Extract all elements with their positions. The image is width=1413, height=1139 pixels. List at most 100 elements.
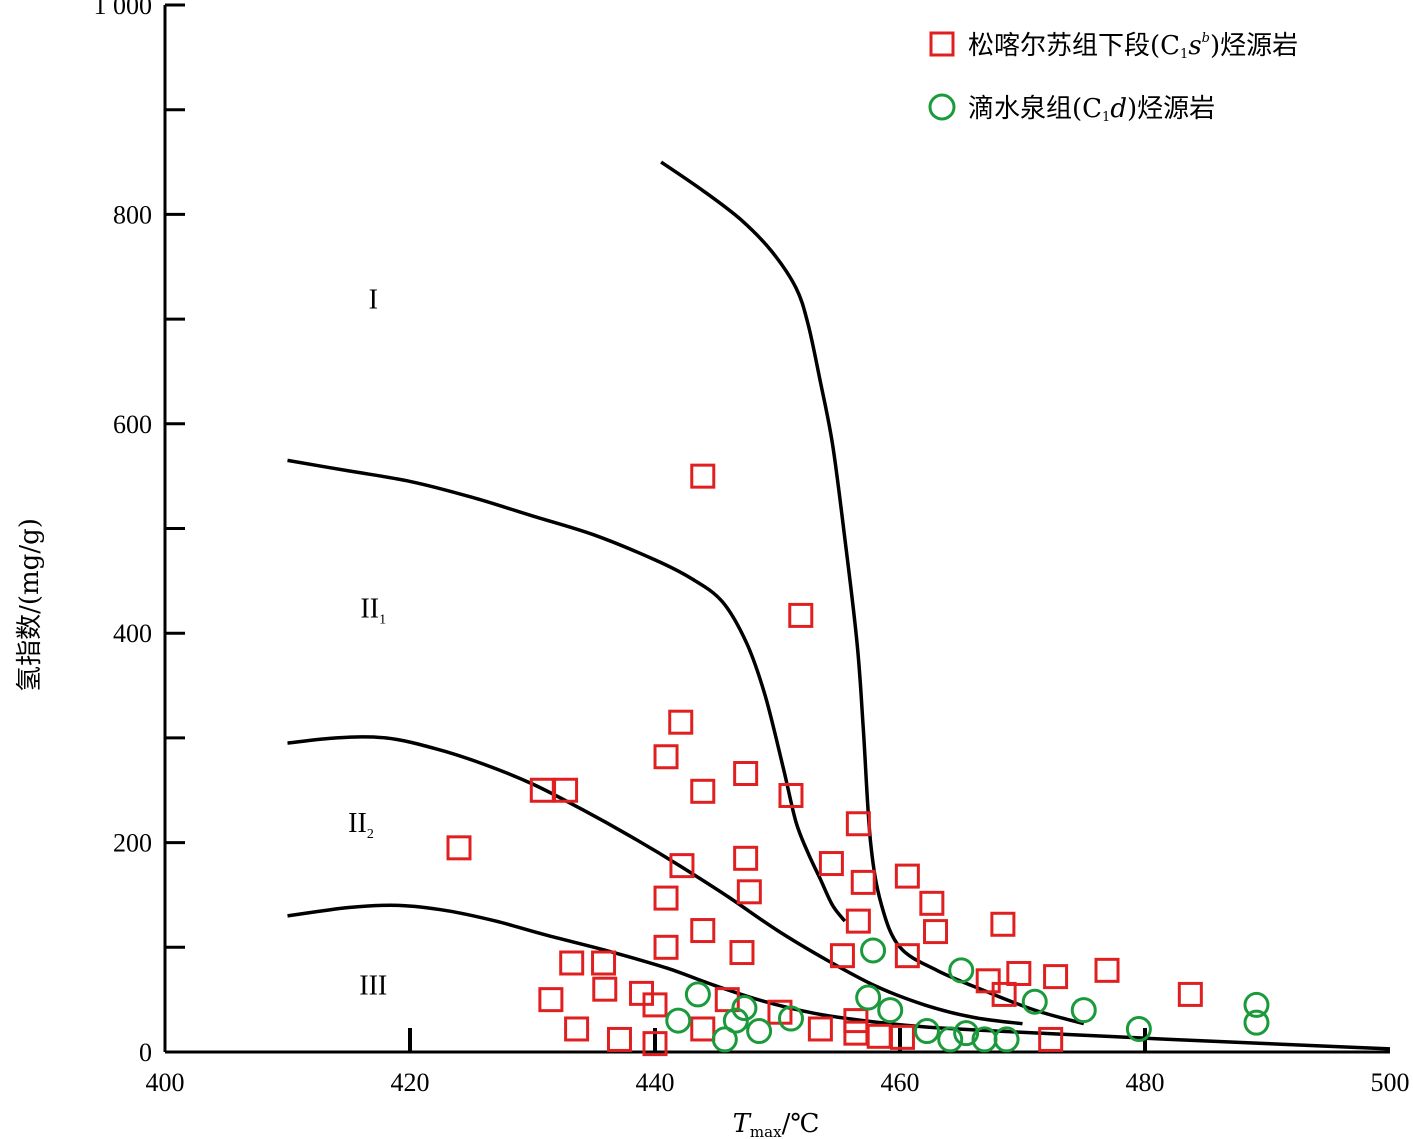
data-point-square bbox=[446, 835, 472, 861]
data-point-square bbox=[653, 934, 679, 960]
region-labels: I II1 II2 III bbox=[348, 285, 387, 1002]
x-axis-title-subscript: max bbox=[750, 1123, 782, 1139]
data-point-square bbox=[845, 811, 871, 837]
data-point-circle bbox=[684, 981, 711, 1008]
data-point-square bbox=[690, 463, 716, 489]
data-point-square bbox=[653, 885, 679, 911]
data-point-circle bbox=[937, 1026, 964, 1053]
data-point-square bbox=[919, 890, 945, 916]
data-point-square bbox=[729, 940, 755, 966]
data-point-square bbox=[843, 1020, 869, 1046]
data-point-square bbox=[1094, 957, 1120, 983]
boundary-curve-4 bbox=[287, 903, 1391, 1051]
data-point-square bbox=[559, 950, 585, 976]
data-point-square bbox=[807, 1016, 833, 1042]
data-point-square bbox=[991, 981, 1017, 1007]
data-point-square bbox=[866, 1023, 892, 1049]
data-point-square bbox=[642, 992, 668, 1018]
data-point-square bbox=[553, 777, 579, 803]
data-point-circle bbox=[731, 995, 758, 1022]
data-point-square bbox=[1043, 964, 1069, 990]
data-point-square bbox=[564, 1016, 590, 1042]
y-axis-ticks: 0 200 400 600 800 1 000 bbox=[94, 0, 185, 1067]
x-axis-ticks: 400 420 440 460 480 500 bbox=[146, 1028, 1410, 1097]
y-tick-label: 200 bbox=[113, 829, 152, 858]
series-circle bbox=[665, 937, 1270, 1053]
legend-label-songkaersu: 松喀尔苏组下段(C1sb)烃源岩 bbox=[968, 31, 1298, 62]
data-point-circle bbox=[993, 1026, 1020, 1053]
data-point-square bbox=[642, 1031, 668, 1057]
data-point-square bbox=[690, 918, 716, 944]
data-point-circle bbox=[711, 1026, 738, 1053]
boundary-curves bbox=[287, 160, 1391, 1051]
x-axis-title: Tmax/℃ bbox=[733, 1109, 820, 1139]
data-point-circle bbox=[913, 1018, 940, 1045]
data-point-square bbox=[843, 1008, 869, 1034]
region-label: I bbox=[369, 285, 378, 316]
data-point-circle bbox=[665, 1007, 692, 1034]
data-point-circle bbox=[953, 1020, 980, 1047]
region-label: III bbox=[359, 970, 387, 1001]
data-point-square bbox=[669, 853, 695, 879]
data-point-square bbox=[538, 987, 564, 1013]
boundary-curve-2 bbox=[287, 458, 847, 923]
data-point-square bbox=[733, 760, 759, 786]
region-label: II2 bbox=[348, 808, 374, 842]
data-point-circle bbox=[746, 1018, 773, 1045]
data-point-square bbox=[829, 943, 855, 969]
x-tick-label: 420 bbox=[391, 1068, 430, 1097]
data-point-square bbox=[733, 845, 759, 871]
data-point-circle bbox=[877, 997, 904, 1024]
data-point-circle bbox=[1243, 991, 1270, 1018]
data-point-square bbox=[736, 879, 762, 905]
data-point-circle bbox=[1070, 997, 1097, 1024]
y-tick-label: 800 bbox=[113, 200, 152, 229]
data-point-circle bbox=[948, 957, 975, 984]
data-point-square bbox=[690, 1016, 716, 1042]
y-tick-label: 400 bbox=[113, 619, 152, 648]
boundary-curve-3 bbox=[287, 735, 1023, 1026]
x-tick-label: 460 bbox=[881, 1068, 920, 1097]
data-point-circle bbox=[1125, 1015, 1152, 1042]
plot-frame bbox=[163, 5, 1390, 1054]
data-point-square bbox=[850, 869, 876, 895]
data-point-square bbox=[690, 778, 716, 804]
y-tick-label: 600 bbox=[113, 410, 152, 439]
data-point-square bbox=[889, 1024, 915, 1050]
legend-marker-square bbox=[929, 31, 955, 57]
data-point-square bbox=[591, 950, 617, 976]
data-point-square bbox=[778, 782, 804, 808]
data-point-square bbox=[894, 943, 920, 969]
data-point-square bbox=[845, 908, 871, 934]
data-point-square bbox=[894, 863, 920, 889]
data-point-circle bbox=[860, 937, 887, 964]
data-point-square bbox=[788, 602, 814, 628]
data-point-square bbox=[1038, 1026, 1064, 1052]
data-point-circle bbox=[855, 984, 882, 1011]
data-point-square bbox=[1006, 960, 1032, 986]
data-point-circle bbox=[1021, 988, 1048, 1015]
series-square bbox=[446, 463, 1203, 1057]
data-point-square bbox=[606, 1026, 632, 1052]
data-point-square bbox=[1177, 981, 1203, 1007]
boundary-curve-1 bbox=[660, 160, 1085, 1026]
x-tick-label: 480 bbox=[1126, 1068, 1165, 1097]
data-point-circle bbox=[777, 1005, 804, 1032]
data-point-square bbox=[592, 976, 618, 1002]
data-point-circle bbox=[1243, 1009, 1270, 1036]
y-axis-title: 氢指数/(mg/g) bbox=[15, 518, 45, 692]
region-label: II1 bbox=[360, 593, 386, 627]
data-point-square bbox=[975, 968, 1001, 994]
data-point-square bbox=[653, 744, 679, 770]
legend: 松喀尔苏组下段(C1sb)烃源岩 滴水泉组(C1d)烃源岩 bbox=[928, 31, 1298, 125]
data-point-square bbox=[990, 911, 1016, 937]
data-point-square bbox=[923, 919, 949, 945]
data-point-square bbox=[668, 709, 694, 735]
legend-label-dishuiquan: 滴水泉组(C1d)烃源岩 bbox=[968, 94, 1215, 125]
x-tick-label: 400 bbox=[146, 1068, 185, 1097]
x-axis-title-main: T bbox=[733, 1109, 752, 1139]
x-axis-title-unit: /℃ bbox=[782, 1109, 820, 1139]
data-point-square bbox=[818, 851, 844, 877]
y-tick-label: 1 000 bbox=[94, 0, 153, 20]
